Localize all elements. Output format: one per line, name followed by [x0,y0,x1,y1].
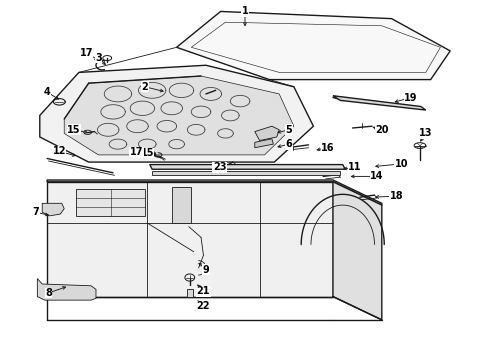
Polygon shape [176,12,450,80]
Text: 18: 18 [390,191,403,201]
Text: 23: 23 [213,162,226,172]
Text: 16: 16 [321,143,335,153]
Text: 6: 6 [286,139,293,149]
Text: 22: 22 [196,301,210,311]
Polygon shape [47,182,333,297]
Polygon shape [255,139,273,148]
Text: 17: 17 [79,48,93,58]
Text: 20: 20 [375,125,389,135]
Polygon shape [187,289,193,297]
Text: 19: 19 [404,93,418,103]
Text: 11: 11 [348,162,362,172]
Polygon shape [40,65,314,162]
Polygon shape [333,96,426,110]
Text: 10: 10 [394,159,408,169]
Text: 1: 1 [242,6,248,17]
Text: 2: 2 [142,82,148,92]
Text: 7: 7 [32,207,39,217]
Polygon shape [255,126,279,140]
Polygon shape [47,180,382,205]
Polygon shape [42,203,64,216]
Text: 3: 3 [95,53,102,63]
Text: 5: 5 [286,125,293,135]
Text: 15: 15 [67,125,81,135]
Polygon shape [152,171,340,175]
Polygon shape [64,76,294,155]
Polygon shape [333,182,382,320]
Polygon shape [150,165,345,169]
Polygon shape [76,189,145,216]
Text: 12: 12 [52,146,66,156]
Text: 8: 8 [45,288,52,298]
Polygon shape [37,279,96,300]
Text: 9: 9 [202,265,209,275]
Text: 13: 13 [419,129,433,138]
Text: 15: 15 [141,148,154,158]
Text: 4: 4 [44,87,50,97]
Text: 14: 14 [370,171,384,181]
Polygon shape [172,187,191,223]
Text: 17: 17 [130,147,143,157]
Text: 21: 21 [196,286,210,296]
